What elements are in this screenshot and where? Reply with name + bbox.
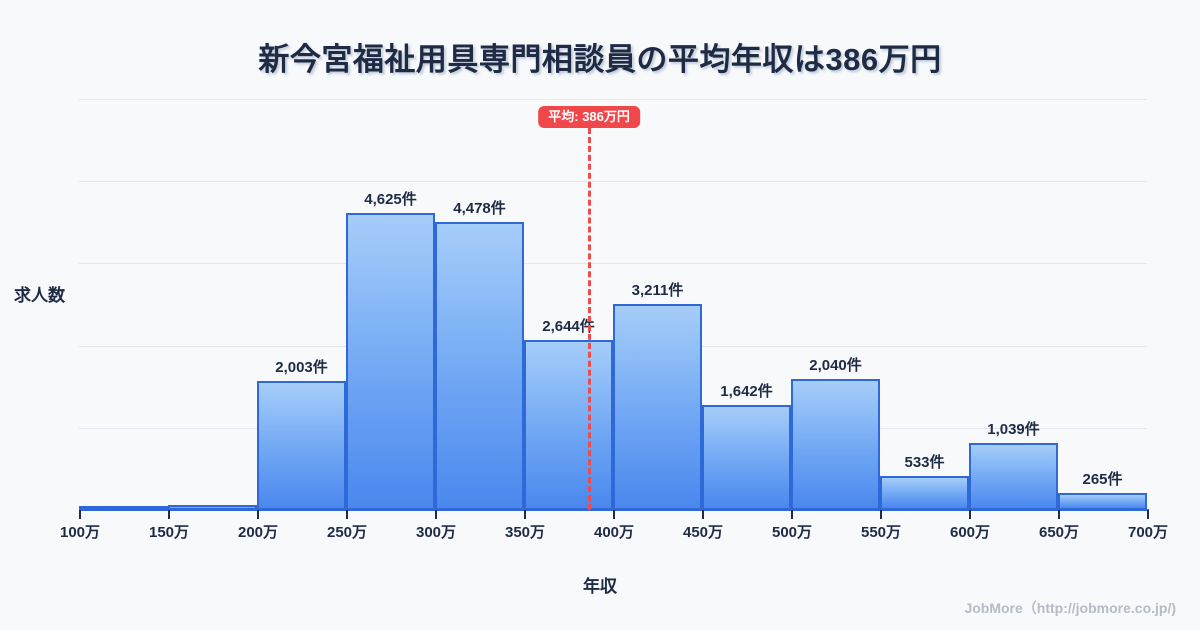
x-axis-tick xyxy=(435,510,437,519)
bar-slot: 4,625件 xyxy=(346,99,435,510)
bar-value-label: 2,003件 xyxy=(275,359,328,377)
x-axis-tick-label: 150万 xyxy=(148,524,190,541)
bar[interactable] xyxy=(969,443,1058,510)
x-axis-tick-label: 550万 xyxy=(860,524,902,541)
page-title: 新今宮福祉用具専門相談員の平均年収は386万円 xyxy=(258,42,942,77)
bar-slot: 265件 xyxy=(1058,99,1147,510)
x-axis-tick-label: 400万 xyxy=(593,524,635,541)
bar[interactable] xyxy=(257,381,346,510)
bar-slot: 533件 xyxy=(880,99,969,510)
bar[interactable] xyxy=(346,213,435,510)
x-axis-tick-label: 450万 xyxy=(682,524,724,541)
bar-value-label: 3,211件 xyxy=(631,281,684,299)
x-axis-tick-label: 500万 xyxy=(771,524,813,541)
bar-slot xyxy=(168,99,257,510)
x-axis-tick xyxy=(969,510,971,519)
bar-value-label: 2,040件 xyxy=(809,357,862,374)
bar-value-label: 4,625件 xyxy=(364,191,417,208)
bar-value-label: 265件 xyxy=(1082,470,1123,488)
x-axis-tick xyxy=(346,510,348,519)
bar[interactable] xyxy=(613,303,702,510)
footer-credit: JobMore（http://jobmore.co.jp/) xyxy=(964,600,1176,616)
x-axis-tick xyxy=(79,510,81,519)
bar[interactable] xyxy=(791,379,880,510)
bar[interactable] xyxy=(880,475,969,510)
x-axis-tick-label: 300万 xyxy=(415,524,457,541)
bar[interactable] xyxy=(702,404,791,510)
x-axis-tick xyxy=(168,510,170,519)
x-axis-tick xyxy=(613,510,615,519)
bar-slot: 2,040件 xyxy=(791,99,880,510)
x-axis-tick xyxy=(524,510,526,519)
x-axis-tick xyxy=(880,510,882,519)
x-axis-tick-label: 600万 xyxy=(949,524,991,541)
bar-value-label: 533件 xyxy=(904,453,945,471)
bar-value-label: 2,644件 xyxy=(542,318,595,336)
bar-slot: 4,478件 xyxy=(435,99,524,510)
x-axis-tick-label: 650万 xyxy=(1038,524,1080,541)
bar-slot: 2,003件 xyxy=(257,99,346,510)
bar-series: 2,003件 4,625件 4,478件 2,644件 3,211件 1,642件 2,04… xyxy=(79,99,1147,510)
x-axis-tick-label: 100万 xyxy=(59,524,101,541)
x-axis-tick xyxy=(257,510,259,519)
bar-slot xyxy=(79,99,168,510)
x-axis-tick xyxy=(1147,510,1149,519)
bar-slot: 2,644件 xyxy=(524,99,613,510)
x-axis-title: 年収 xyxy=(583,577,617,596)
bar-slot: 1,039件 xyxy=(969,99,1058,510)
x-axis-tick xyxy=(702,510,704,519)
bar[interactable] xyxy=(1058,492,1147,510)
bar[interactable] xyxy=(524,340,613,510)
bar-value-label: 1,642件 xyxy=(720,382,773,400)
bar-slot: 1,642件 xyxy=(702,99,791,510)
bar-slot: 3,211件 xyxy=(613,99,702,510)
x-axis-tick-label: 250万 xyxy=(326,524,368,541)
average-dashed-line xyxy=(588,128,592,510)
x-axis-tick-label: 350万 xyxy=(504,524,546,541)
x-axis-tick xyxy=(791,510,793,519)
bar-value-label: 1,039件 xyxy=(987,421,1040,439)
bar-value-label: 4,478件 xyxy=(453,200,506,218)
average-badge: 平均: 386万円 xyxy=(538,106,640,128)
chart-plot-area: 2,003件 4,625件 4,478件 2,644件 3,211件 1,642件 2,04… xyxy=(79,99,1147,510)
x-axis-tick-label: 200万 xyxy=(237,524,279,541)
y-axis-title: 求人数 xyxy=(14,286,65,305)
x-axis-tick-label: 700万 xyxy=(1127,524,1169,541)
x-axis-tick xyxy=(1058,510,1060,519)
bar[interactable] xyxy=(435,222,524,510)
